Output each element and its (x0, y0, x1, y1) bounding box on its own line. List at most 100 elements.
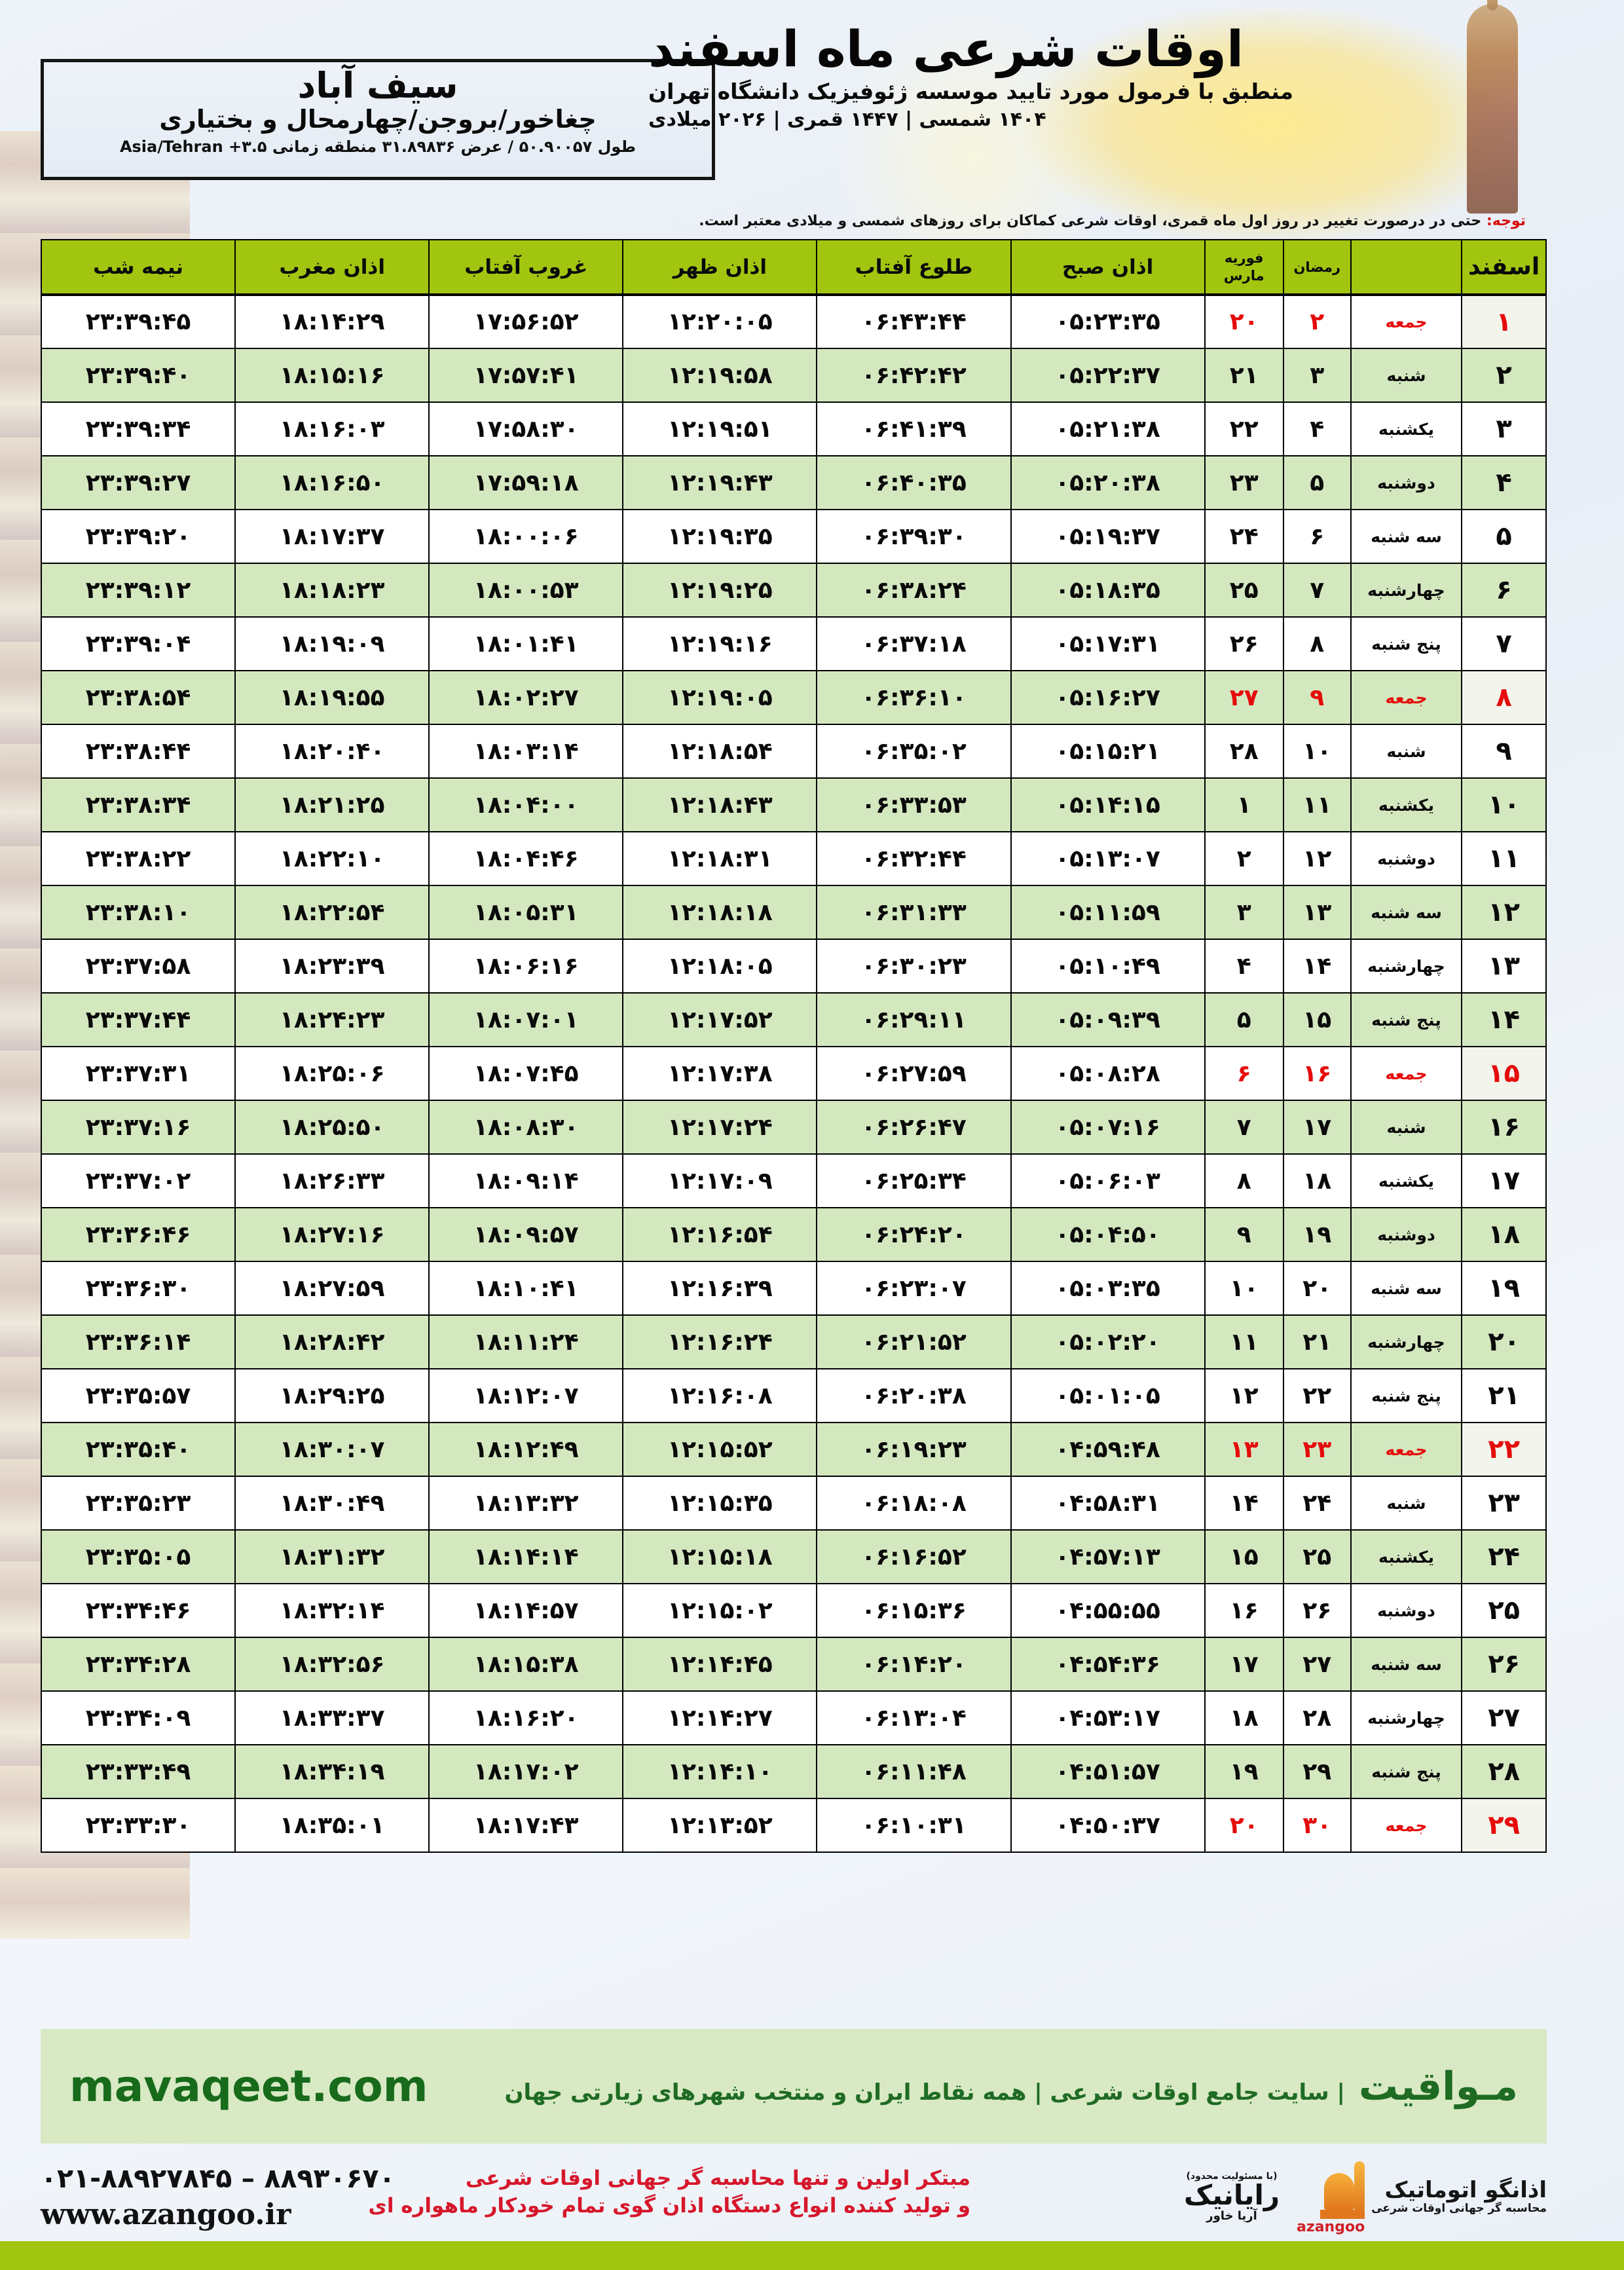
cell-weekday: شنبه (1350, 1100, 1463, 1155)
cell-fajr: ۰۴:۵۵:۵۵ (1010, 1583, 1206, 1638)
cell-weekday: پنج شنبه (1350, 1368, 1463, 1423)
cell-weekday: دوشنبه (1350, 831, 1463, 886)
cell-greg: ۱۶ (1204, 1583, 1284, 1638)
cell-fajr: ۰۵:۲۳:۳۵ (1010, 294, 1206, 349)
cell-dhuhr: ۱۲:۱۷:۰۹ (622, 1153, 818, 1208)
cell-hijri: ۲۶ (1282, 1583, 1352, 1638)
cell-day: ۵ (1461, 509, 1547, 564)
cell-hijri: ۱۰ (1282, 724, 1352, 779)
cell-day: ۱۶ (1461, 1100, 1547, 1155)
cell-greg: ۹ (1204, 1207, 1284, 1262)
cell-sunrise: ۰۶:۲۴:۲۰ (816, 1207, 1012, 1262)
cell-sunset: ۱۸:۱۳:۳۲ (428, 1476, 624, 1531)
cell-greg: ۱۸ (1204, 1690, 1284, 1745)
cell-dhuhr: ۱۲:۱۸:۵۴ (622, 724, 818, 779)
cell-greg: ۱۴ (1204, 1476, 1284, 1531)
cell-sunrise: ۰۶:۲۱:۵۲ (816, 1314, 1012, 1369)
cell-maghrib: ۱۸:۲۵:۰۶ (234, 1046, 430, 1101)
cell-sunrise: ۰۶:۱۶:۵۲ (816, 1529, 1012, 1584)
azangoo-logo: اذانگو اتوماتیک محاسبه گر جهانی اوقات شر… (1297, 2159, 1547, 2235)
cell-greg: ۸ (1204, 1153, 1284, 1208)
cell-hijri: ۱۵ (1282, 992, 1352, 1047)
cell-greg: ۳ (1204, 885, 1284, 940)
cell-fajr: ۰۵:۲۱:۳۸ (1010, 401, 1206, 456)
cell-day: ۲۸ (1461, 1744, 1547, 1799)
cell-maghrib: ۱۸:۳۲:۵۶ (234, 1637, 430, 1692)
cell-sunset: ۱۷:۵۶:۵۲ (428, 294, 624, 349)
cell-midnight: ۲۳:۳۸:۱۰ (40, 885, 236, 940)
cell-maghrib: ۱۸:۳۵:۰۱ (234, 1798, 430, 1853)
banner-url[interactable]: mavaqeet.com (69, 2061, 428, 2112)
cell-sunset: ۱۸:۱۴:۵۷ (428, 1583, 624, 1638)
cell-sunrise: ۰۶:۳۰:۲۳ (816, 939, 1012, 994)
cell-maghrib: ۱۸:۲۷:۵۹ (234, 1261, 430, 1316)
cell-day: ۱۲ (1461, 885, 1547, 940)
cell-weekday: شنبه (1350, 1476, 1463, 1531)
cell-day: ۲۴ (1461, 1529, 1547, 1584)
cell-dhuhr: ۱۲:۱۸:۰۵ (622, 939, 818, 994)
cell-weekday: جمعه (1350, 1422, 1463, 1477)
cell-midnight: ۲۳:۳۷:۰۲ (40, 1153, 236, 1208)
cell-sunrise: ۰۶:۲۹:۱۱ (816, 992, 1012, 1047)
cell-dhuhr: ۱۲:۱۶:۵۴ (622, 1207, 818, 1262)
cell-sunset: ۱۸:۰۰:۰۶ (428, 509, 624, 564)
cell-sunset: ۱۸:۰۹:۵۷ (428, 1207, 624, 1262)
column-header-gregorian-line2: مارس (1223, 267, 1264, 284)
cell-greg: ۲۲ (1204, 401, 1284, 456)
column-header-fajr: اذان صبح (1010, 239, 1206, 296)
cell-dhuhr: ۱۲:۱۹:۳۵ (622, 509, 818, 564)
cell-hijri: ۱۹ (1282, 1207, 1352, 1262)
cell-fajr: ۰۵:۱۹:۳۷ (1010, 509, 1206, 564)
footer-phone: ۰۲۱-۸۸۹۲۷۸۴۵ – ۸۸۹۳۰۶۷۰ (41, 2163, 396, 2194)
cell-dhuhr: ۱۲:۱۳:۵۲ (622, 1798, 818, 1853)
cell-hijri: ۲۰ (1282, 1261, 1352, 1316)
cell-fajr: ۰۵:۰۹:۳۹ (1010, 992, 1206, 1047)
cell-sunrise: ۰۶:۱۴:۲۰ (816, 1637, 1012, 1692)
cell-greg: ۱۰ (1204, 1261, 1284, 1316)
table-row: ۱۱ دوشنبه ۱۲ ۲ ۰۵:۱۳:۰۷ ۰۶:۳۲:۴۴ ۱۲:۱۸:۳۱ ۱۸:۰۴… (40, 831, 1547, 886)
cell-midnight: ۲۳:۳۸:۵۴ (40, 670, 236, 725)
table-row: ۱۲ سه شنبه ۱۳ ۳ ۰۵:۱۱:۵۹ ۰۶:۳۱:۳۳ ۱۲:۱۸:۱۸ ۱۸:۰… (40, 885, 1547, 940)
cell-fajr: ۰۴:۵۳:۱۷ (1010, 1690, 1206, 1745)
table-row: ۱۵ جمعه ۱۶ ۶ ۰۵:۰۸:۲۸ ۰۶:۲۷:۵۹ ۱۲:۱۷:۳۸ ۱۸:۰۷:۴… (40, 1046, 1547, 1101)
azangoo-logo-text: اذانگو اتوماتیک (1384, 2176, 1547, 2203)
cell-fajr: ۰۴:۵۸:۳۱ (1010, 1476, 1206, 1531)
cell-maghrib: ۱۸:۲۳:۳۹ (234, 939, 430, 994)
cell-maghrib: ۱۸:۳۳:۳۷ (234, 1690, 430, 1745)
cell-fajr: ۰۵:۲۰:۳۸ (1010, 455, 1206, 510)
table-row: ۲۴ یکشنبه ۲۵ ۱۵ ۰۴:۵۷:۱۳ ۰۶:۱۶:۵۲ ۱۲:۱۵:۱۸ ۱۸:۱… (40, 1529, 1547, 1584)
location-box: سیف آباد چغاخور/بروجن/چهارمحال و بختیاری… (41, 59, 715, 180)
table-row: ۲۸ پنج شنبه ۲۹ ۱۹ ۰۴:۵۱:۵۷ ۰۶:۱۱:۴۸ ۱۲:۱۴:۱۰ ۱۸… (40, 1744, 1547, 1799)
cell-midnight: ۲۳:۳۵:۰۵ (40, 1529, 236, 1584)
cell-sunrise: ۰۶:۴۰:۳۵ (816, 455, 1012, 510)
cell-midnight: ۲۳:۳۶:۳۰ (40, 1261, 236, 1316)
footer-website[interactable]: www.azangoo.ir (41, 2198, 291, 2231)
cell-midnight: ۲۳:۳۵:۵۷ (40, 1368, 236, 1423)
calendar-years: ۱۴۰۴ شمسی | ۱۴۴۷ قمری | ۲۰۲۶ میلادی (648, 108, 1046, 132)
column-header-gregorian-line1: فوریه (1224, 250, 1264, 267)
table-row: ۲۶ سه شنبه ۲۷ ۱۷ ۰۴:۵۴:۳۶ ۰۶:۱۴:۲۰ ۱۲:۱۴:۴۵ ۱۸:… (40, 1637, 1547, 1692)
cell-dhuhr: ۱۲:۱۶:۲۴ (622, 1314, 818, 1369)
cell-sunset: ۱۸:۰۷:۰۱ (428, 992, 624, 1047)
cell-weekday: دوشنبه (1350, 455, 1463, 510)
cell-day: ۱۷ (1461, 1153, 1547, 1208)
cell-midnight: ۲۳:۳۹:۳۴ (40, 401, 236, 456)
cell-dhuhr: ۱۲:۱۵:۳۵ (622, 1476, 818, 1531)
cell-fajr: ۰۵:۰۷:۱۶ (1010, 1100, 1206, 1155)
cell-hijri: ۱۴ (1282, 939, 1352, 994)
table-row: ۶ چهارشنبه ۷ ۲۵ ۰۵:۱۸:۳۵ ۰۶:۳۸:۲۴ ۱۲:۱۹:۲۵ ۱۸:۰… (40, 563, 1547, 618)
page-header: اوقات شرعی ماه اسفند منطبق با فرمول مورد… (648, 22, 1460, 131)
cell-maghrib: ۱۸:۲۵:۵۰ (234, 1100, 430, 1155)
cell-sunrise: ۰۶:۴۲:۴۲ (816, 348, 1012, 403)
column-header-gregorian: فوریه مارس (1204, 239, 1284, 296)
table-body: ۱ جمعه ۲ ۲۰ ۰۵:۲۳:۳۵ ۰۶:۴۳:۴۴ ۱۲:۲۰:۰۵ ۱۷:۵۶:۵۲… (40, 294, 1547, 1853)
cell-hijri: ۲۲ (1282, 1368, 1352, 1423)
table-row: ۱۳ چهارشنبه ۱۴ ۴ ۰۵:۱۰:۴۹ ۰۶:۳۰:۲۳ ۱۲:۱۸:۰۵ ۱۸:… (40, 939, 1547, 994)
cell-maghrib: ۱۸:۳۰:۰۷ (234, 1422, 430, 1477)
cell-hijri: ۹ (1282, 670, 1352, 725)
cell-dhuhr: ۱۲:۱۹:۲۵ (622, 563, 818, 618)
cell-hijri: ۱۸ (1282, 1153, 1352, 1208)
bottom-accent-bar (0, 2241, 1624, 2270)
cell-day: ۲۰ (1461, 1314, 1547, 1369)
